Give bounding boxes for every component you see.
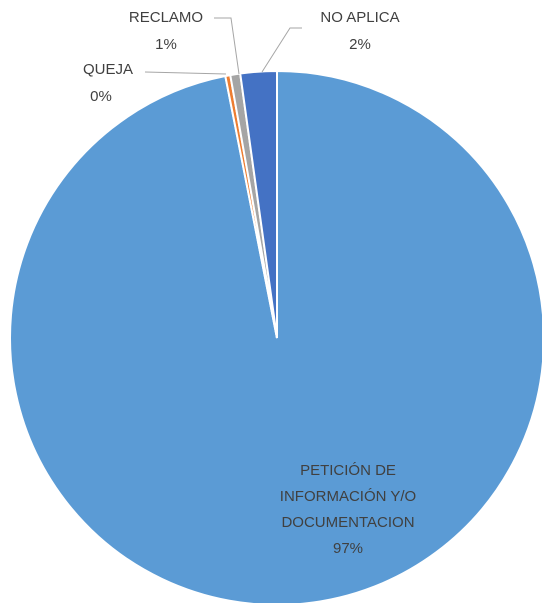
slice-label: NO APLICA [320,9,400,26]
slice-label: PETICIÓN DE INFORMACIÓN Y/O DOCUMENTACIO… [279,462,417,531]
pie-slice [239,69,278,339]
leader-line [214,17,240,75]
slice-value-label: 1% [155,36,177,53]
slice-value-label: 2% [349,36,371,53]
slice-label: RECLAMO [128,9,204,26]
leader-line [261,27,302,73]
slice-value-label: 97% [332,540,364,557]
slice-label: QUEJA [82,61,133,78]
slice-value-label: 0% [90,88,112,105]
leader-line [144,71,227,75]
